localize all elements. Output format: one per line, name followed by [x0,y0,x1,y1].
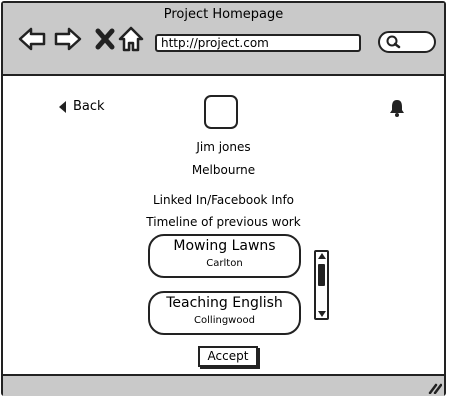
social-info: Linked In/Facebook Info [152,193,295,207]
back-arrow-icon[interactable] [18,25,46,53]
search-icon [386,35,401,49]
window-title: Project Homepage [163,7,284,22]
job-title: Teaching English [166,295,283,311]
back-button[interactable]: Back [59,99,105,114]
url-input[interactable]: http://project.com [155,34,361,52]
profile-name: Jim jones [196,140,251,154]
job-title: Mowing Lawns [173,238,276,254]
timeline-label: Timeline of previous work [146,215,301,229]
scroll-down-arrow-icon[interactable] [318,311,326,317]
timeline-scrollbar[interactable] [314,250,329,320]
scroll-thumb[interactable] [318,264,325,286]
job-card[interactable]: Mowing Lawns Carlton [148,234,301,278]
notification-bell-icon[interactable] [389,99,405,117]
scroll-up-arrow-icon[interactable] [318,253,326,259]
resize-grip-icon[interactable] [428,380,442,394]
job-location: Carlton [206,258,243,269]
back-label: Back [73,99,105,114]
job-card[interactable]: Teaching English Collingwood [148,291,301,335]
search-field[interactable] [378,31,436,53]
page-content: Back Jim jones Melbourne Linked In/Faceb… [3,76,444,374]
browser-toolbar: Project Homepage http://project.com [3,3,444,76]
profile-location: Melbourne [191,163,256,177]
back-chevron-icon [59,100,66,113]
browser-window: Project Homepage http://project.com Back [1,1,446,396]
forward-arrow-icon[interactable] [54,25,82,53]
close-icon[interactable] [92,25,120,53]
home-icon[interactable] [117,25,145,53]
status-bar [3,374,444,396]
avatar [204,95,238,129]
accept-button[interactable]: Accept [198,346,258,367]
job-location: Collingwood [194,315,255,326]
